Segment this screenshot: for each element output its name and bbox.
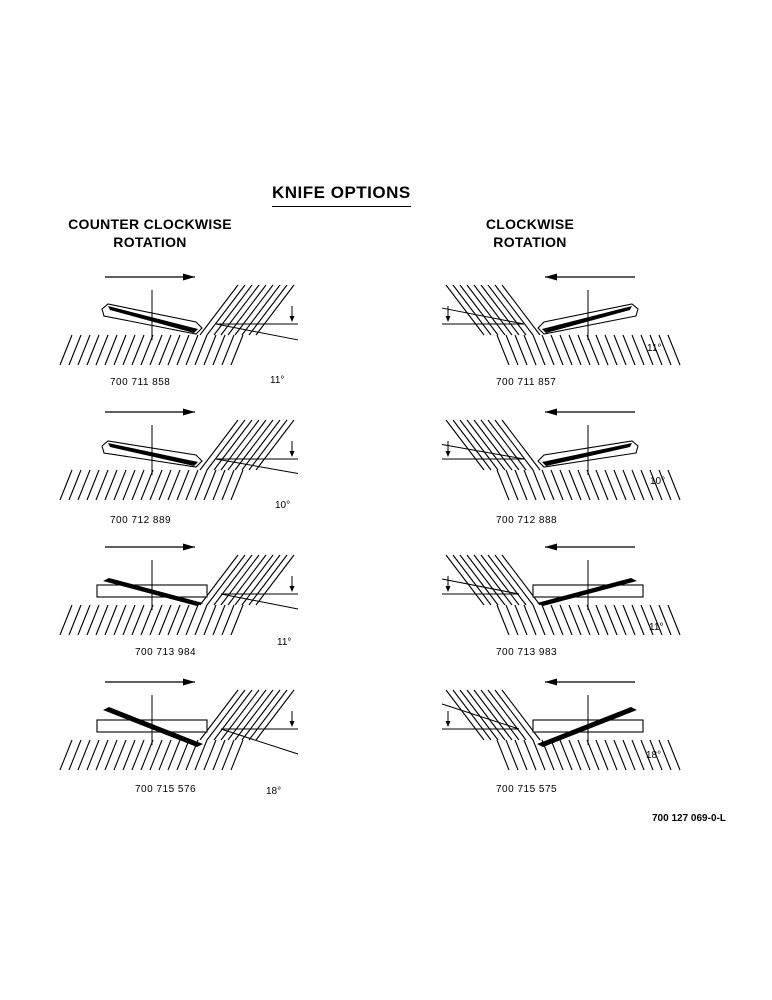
- knife-diagram-ccw-2: 700 712 889 10°: [40, 400, 340, 530]
- direction-arrow-head: [545, 543, 557, 551]
- knife-diagram-ccw-3: 700 713 984 11°: [40, 535, 340, 665]
- knife-diagram-cw-2: 700 712 888 10°: [400, 400, 700, 530]
- direction-arrow-head: [545, 678, 557, 686]
- dimension-arrow-head: [289, 316, 295, 322]
- angle-line: [441, 307, 525, 325]
- page-title: KNIFE OPTIONS: [272, 183, 411, 207]
- part-number: 700 715 575: [496, 784, 558, 795]
- knife-diagram-cw-4: 700 715 575 18°: [400, 670, 700, 800]
- knife-diagram-cw-1: 700 711 857 11°: [400, 265, 700, 395]
- counter-clockwise-heading: COUNTER CLOCKWISE ROTATION: [40, 215, 260, 251]
- dimension-arrow-head: [289, 451, 295, 457]
- angle-label: 18°: [646, 750, 662, 761]
- direction-arrow-head: [183, 408, 195, 416]
- dimension-arrow-head: [289, 721, 295, 727]
- part-number: 700 712 889: [110, 515, 172, 526]
- angle-line: [441, 578, 520, 595]
- part-number: 700 711 857: [496, 377, 557, 388]
- clockwise-heading: CLOCKWISE ROTATION: [420, 215, 640, 251]
- clockwise-heading-line1: CLOCKWISE: [485, 216, 575, 232]
- hatched-material: [445, 554, 681, 636]
- angle-line: [215, 458, 299, 474]
- knife-diagram-cw-3: 700 713 983 11°: [400, 535, 700, 665]
- document-number: 700 127 069-0-L: [652, 813, 726, 824]
- counter-clockwise-heading-line1: COUNTER CLOCKWISE: [68, 216, 232, 232]
- angle-label: 11°: [270, 375, 285, 386]
- dimension-arrow-head: [445, 721, 451, 727]
- dimension-arrow-head: [289, 586, 295, 592]
- part-number: 700 713 983: [496, 647, 558, 658]
- dimension-arrow-head: [445, 586, 451, 592]
- knife-svg: [441, 408, 681, 501]
- hatched-material: [445, 284, 681, 366]
- angle-label: 10°: [650, 476, 666, 487]
- angle-line: [441, 703, 520, 730]
- angle-line: [220, 728, 299, 755]
- direction-arrow-head: [183, 543, 195, 551]
- direction-arrow-head: [183, 273, 195, 281]
- hatched-material: [445, 419, 681, 501]
- angle-label: 10°: [275, 500, 291, 511]
- knife-diagram-ccw-1: 700 711 858 11°: [40, 265, 340, 395]
- angle-label: 11°: [649, 622, 664, 633]
- part-number: 700 713 984: [135, 647, 197, 658]
- angle-label: 11°: [277, 637, 292, 648]
- knife-svg: [59, 543, 299, 636]
- part-number: 700 715 576: [135, 784, 197, 795]
- dimension-arrow-head: [445, 451, 451, 457]
- direction-arrow-head: [545, 273, 557, 281]
- knife-svg: [441, 543, 681, 636]
- angle-line: [220, 593, 299, 610]
- direction-arrow-head: [545, 408, 557, 416]
- knife-svg: [441, 273, 681, 366]
- knife-svg: [59, 678, 299, 771]
- clockwise-heading-line2: ROTATION: [493, 234, 567, 250]
- hatched-material: [59, 284, 295, 366]
- dimension-arrow-head: [445, 316, 451, 322]
- counter-clockwise-heading-line2: ROTATION: [113, 234, 187, 250]
- knife-svg: [59, 408, 299, 501]
- angle-line: [215, 323, 299, 341]
- hatched-material: [59, 554, 295, 636]
- knife-diagram-ccw-4: 700 715 576 18°: [40, 670, 340, 800]
- hatched-material: [59, 419, 295, 501]
- angle-line: [441, 444, 525, 460]
- hatched-material: [445, 689, 681, 771]
- hatched-material: [59, 689, 295, 771]
- part-number: 700 711 858: [110, 377, 171, 388]
- angle-label: 18°: [266, 786, 282, 797]
- direction-arrow-head: [183, 678, 195, 686]
- part-number: 700 712 888: [496, 515, 558, 526]
- angle-label: 11°: [647, 343, 662, 354]
- knife-svg: [59, 273, 299, 366]
- knife-svg: [441, 678, 681, 771]
